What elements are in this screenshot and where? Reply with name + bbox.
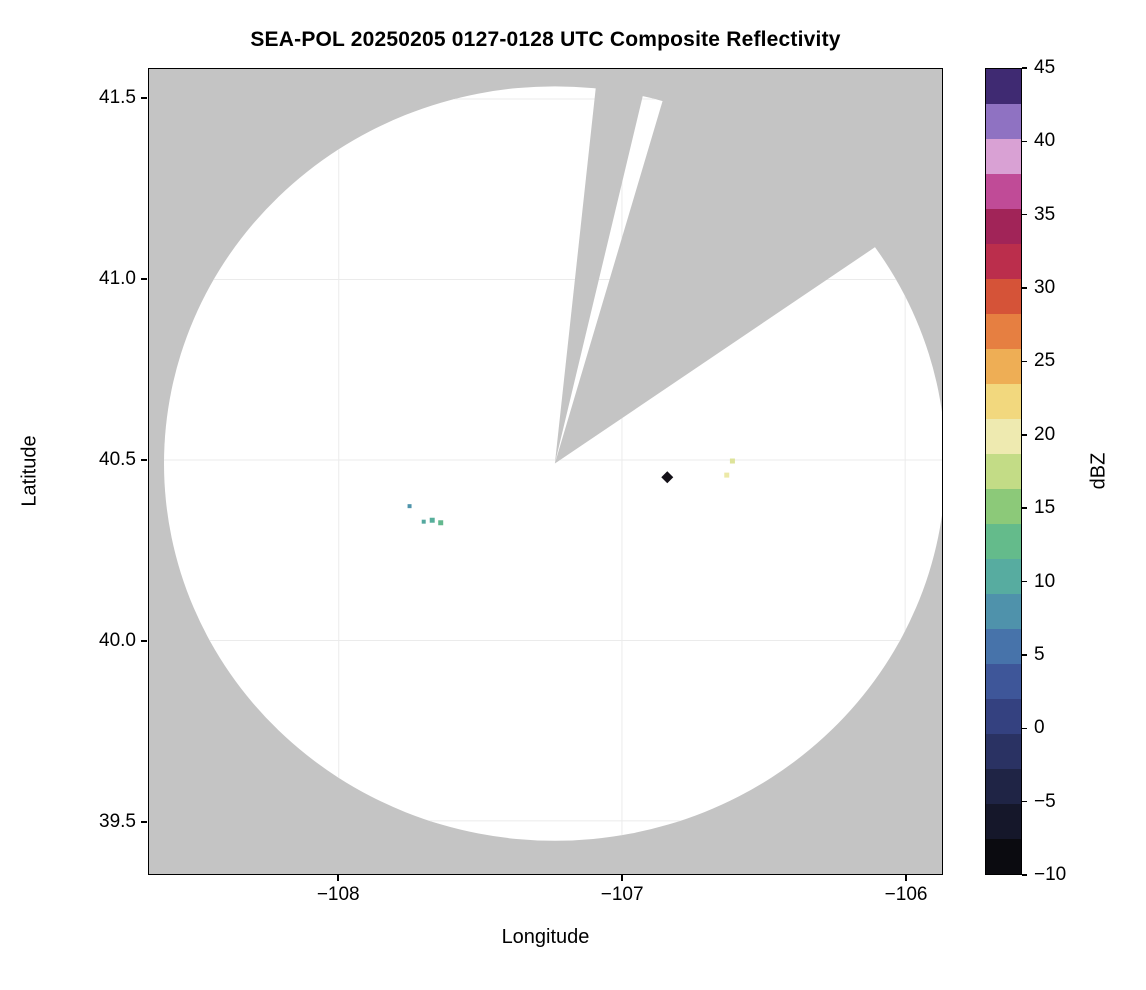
colorbar-tick-label: 20 — [1034, 423, 1056, 445]
colorbar-tick-label: 40 — [1034, 130, 1056, 152]
x-tick-label: −107 — [600, 884, 644, 905]
y-tick-label: 41.0 — [99, 267, 136, 289]
radar-plot-canvas — [148, 68, 943, 875]
y-tick-mark — [141, 640, 147, 642]
no-data-wedge — [554, 69, 650, 464]
colorbar-tick-mark — [1022, 654, 1027, 656]
colorbar-tick-label: 30 — [1034, 277, 1056, 299]
y-axis-label: Latitude — [18, 435, 41, 507]
colorbar-tick-mark — [1022, 287, 1027, 289]
colorbar-tick-label: 35 — [1034, 203, 1056, 225]
colorbar-tick-mark — [1022, 874, 1027, 876]
reflectivity-point — [407, 504, 412, 509]
reflectivity-point — [729, 458, 735, 464]
colorbar-tick-mark — [1022, 727, 1027, 730]
y-tick-label: 41.5 — [99, 87, 136, 109]
reflectivity-point — [438, 520, 444, 526]
reflectivity-point — [429, 517, 435, 523]
y-tick-mark — [141, 459, 147, 461]
colorbar-tick-mark — [1022, 213, 1027, 216]
y-tick-label: 40.0 — [99, 629, 136, 651]
x-tick-mark — [905, 875, 907, 881]
plot-title: SEA-POL 20250205 0127-0128 UTC Composite… — [250, 28, 841, 51]
reflectivity-point — [724, 472, 730, 478]
colorbar-tick-label: 15 — [1034, 497, 1056, 519]
colorbar-tick-label: −10 — [1034, 864, 1067, 885]
colorbar-tick-mark — [1022, 67, 1027, 69]
colorbar-tick-label: 10 — [1034, 570, 1056, 592]
colorbar-tick-label: 25 — [1034, 350, 1056, 372]
x-tick-label: −106 — [884, 884, 928, 905]
colorbar-tick-label: 5 — [1034, 643, 1045, 665]
y-tick-label: 39.5 — [99, 810, 136, 832]
reflectivity-point — [421, 519, 426, 524]
y-tick-mark — [141, 278, 147, 280]
x-axis-label: Longitude — [501, 926, 590, 948]
colorbar-tick-label: −5 — [1034, 790, 1056, 812]
y-tick-label: 40.5 — [99, 448, 136, 470]
x-tick-mark — [621, 875, 623, 881]
colorbar-label: dBZ — [1087, 452, 1110, 490]
colorbar-tick-label: 45 — [1034, 57, 1056, 78]
y-tick-mark — [141, 821, 147, 823]
colorbar-tick-label: 0 — [1034, 717, 1045, 739]
x-tick-label: −108 — [316, 884, 360, 905]
colorbar — [985, 68, 1022, 875]
colorbar-tick-mark — [1022, 580, 1027, 583]
colorbar-tick-mark — [1022, 434, 1027, 436]
colorbar-tick-mark — [1022, 140, 1027, 143]
colorbar-tick-mark — [1022, 800, 1027, 803]
x-tick-mark — [337, 875, 339, 881]
no-data-wedge — [554, 69, 942, 464]
y-tick-mark — [141, 97, 147, 99]
colorbar-tick-mark — [1022, 360, 1027, 363]
colorbar-tick-mark — [1022, 507, 1027, 509]
